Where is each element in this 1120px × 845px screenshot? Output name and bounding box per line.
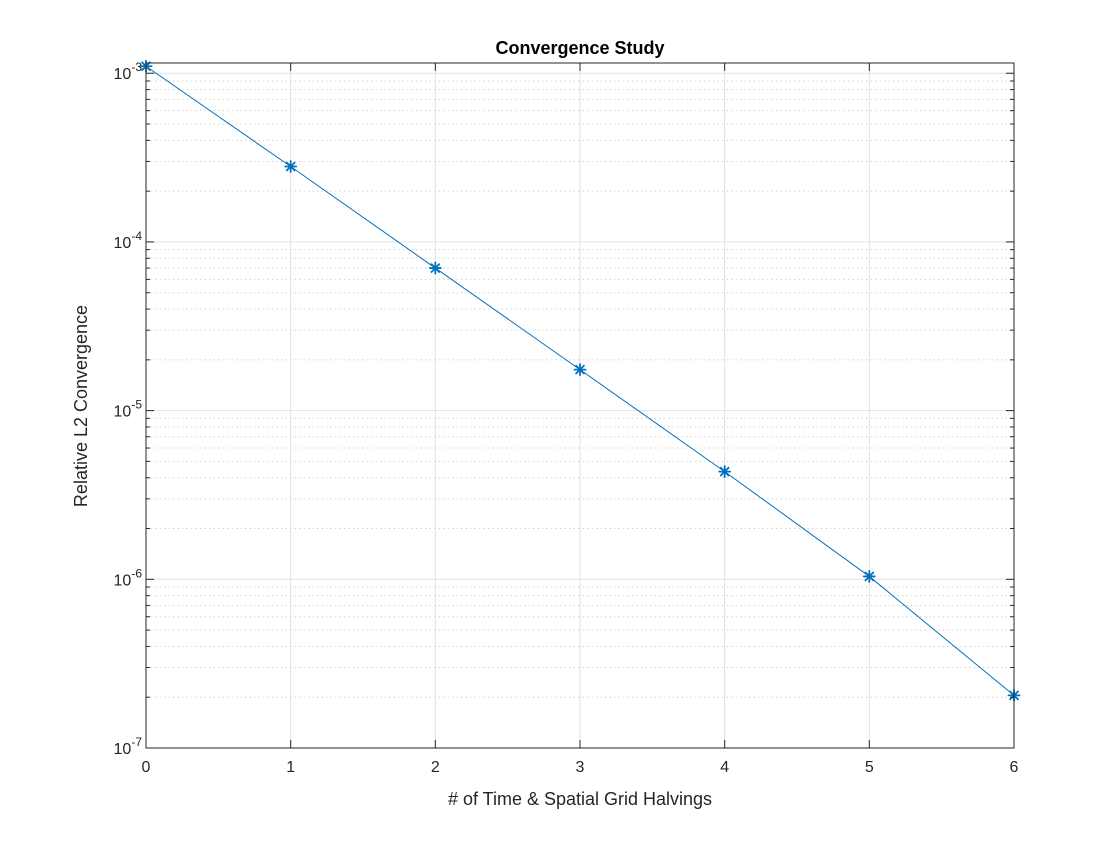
y-tick-label-base: 10 (114, 741, 132, 758)
data-point-marker (284, 160, 298, 173)
x-tick-label: 4 (720, 759, 729, 776)
chart-title: Convergence Study (495, 38, 664, 58)
data-point-marker (573, 363, 587, 377)
x-tick-label: 2 (431, 759, 440, 776)
y-tick-label-exponent: -5 (131, 398, 142, 412)
y-tick-label-base: 10 (114, 235, 132, 252)
data-point-marker (428, 261, 442, 275)
y-tick-label: 10-4 (114, 229, 143, 252)
x-axis-label: # of Time & Spatial Grid Halvings (448, 789, 712, 809)
y-axis-label: Relative L2 Convergence (71, 305, 91, 507)
x-tick-label: 3 (576, 759, 585, 776)
y-tick-label-exponent: -4 (131, 229, 142, 243)
y-tick-label-exponent: -6 (131, 566, 142, 580)
x-tick-label: 1 (286, 759, 295, 776)
data-point-marker (718, 465, 732, 479)
y-tick-label-exponent: -3 (131, 60, 142, 74)
y-tick-label-base: 10 (114, 404, 132, 421)
y-tick-label: 10-7 (114, 735, 143, 758)
y-tick-label-base: 10 (114, 66, 132, 83)
y-tick-label: 10-5 (114, 398, 143, 421)
x-tick-label: 5 (865, 759, 874, 776)
y-tick-label-exponent: -7 (131, 735, 142, 749)
x-tick-label: 0 (142, 759, 151, 776)
x-tick-label: 6 (1010, 759, 1019, 776)
y-tick-label: 10-6 (114, 566, 143, 589)
y-tick-label: 10-3 (114, 60, 143, 83)
y-tick-label-base: 10 (114, 572, 132, 589)
data-point-marker (862, 570, 876, 583)
